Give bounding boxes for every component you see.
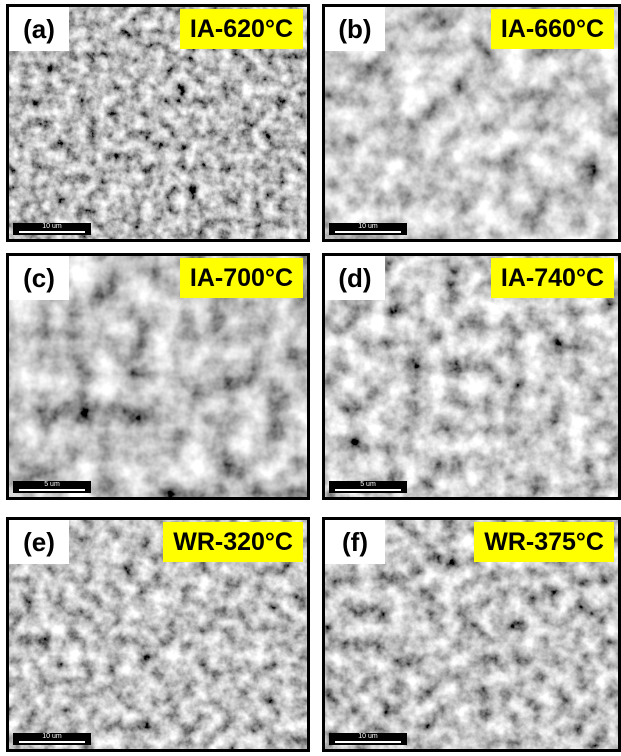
panel-label: (a) xyxy=(9,7,69,51)
micrograph-panel: (f) WR-375°C 10 um xyxy=(322,517,621,752)
scale-bar-line xyxy=(19,741,85,743)
scale-bar: 10 um xyxy=(13,733,91,745)
condition-label: IA-740°C xyxy=(491,258,614,298)
scale-bar-line xyxy=(335,231,401,233)
micrograph-panel: (a) IA-620°C 10 um xyxy=(6,4,310,242)
scale-bar-line xyxy=(19,231,85,233)
condition-label: IA-700°C xyxy=(180,258,303,298)
micrograph-panel: (c) IA-700°C 5 um xyxy=(6,253,310,500)
micrograph-panel: (e) WR-320°C 10 um xyxy=(6,517,310,752)
scale-bar: 10 um xyxy=(329,733,407,745)
figure: {"panels": [ {"label": "(a)", "condition… xyxy=(0,0,621,756)
condition-label: WR-320°C xyxy=(163,522,303,562)
panel-label: (f) xyxy=(325,520,385,564)
condition-label: WR-375°C xyxy=(474,522,614,562)
scale-bar-line xyxy=(335,741,401,743)
scale-bar-line xyxy=(19,489,85,491)
micrograph-panel: (b) IA-660°C 10 um xyxy=(322,4,621,242)
panel-label: (b) xyxy=(325,7,385,51)
scale-bar: 10 um xyxy=(13,223,91,235)
panel-label: (d) xyxy=(325,256,385,300)
scale-bar-label: 10 um xyxy=(13,733,91,740)
panel-label: (c) xyxy=(9,256,69,300)
scale-bar-label: 10 um xyxy=(13,223,91,230)
scale-bar-label: 5 um xyxy=(13,481,91,488)
scale-bar: 5 um xyxy=(13,481,91,493)
scale-bar-label: 10 um xyxy=(329,733,407,740)
scale-bar: 10 um xyxy=(329,223,407,235)
condition-label: IA-620°C xyxy=(180,9,303,49)
condition-label: IA-660°C xyxy=(491,9,614,49)
micrograph-panel: (d) IA-740°C 5 um xyxy=(322,253,621,500)
scale-bar-line xyxy=(335,489,401,491)
panel-label: (e) xyxy=(9,520,69,564)
scale-bar-label: 5 um xyxy=(329,481,407,488)
scale-bar: 5 um xyxy=(329,481,407,493)
scale-bar-label: 10 um xyxy=(329,223,407,230)
